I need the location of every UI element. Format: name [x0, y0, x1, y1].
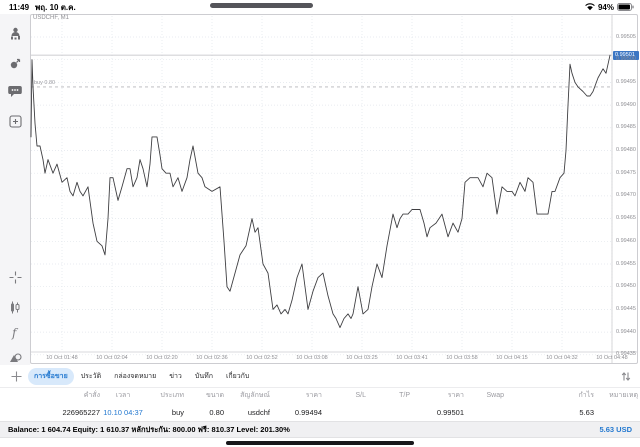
- price-tick-label: 0.99495: [616, 78, 636, 85]
- chart-toolbar: f M1: [0, 14, 30, 381]
- price-tick-label: 0.99435: [616, 351, 636, 358]
- column-header: T/P: [399, 392, 410, 399]
- chart-symbol-label: USDCHF, M1: [33, 15, 70, 21]
- column-header: ราคา: [305, 392, 322, 399]
- tab-item[interactable]: การซื้อขาย: [28, 367, 74, 385]
- price-tick-label: 0.99465: [616, 215, 636, 222]
- time-tick-label: 10 Oct 04:32: [546, 354, 578, 361]
- tab-item[interactable]: กล่องจดหมาย: [114, 372, 157, 380]
- time-tick-label: 10 Oct 03:25: [346, 354, 378, 361]
- wifi-icon: [585, 0, 595, 16]
- price-tick-label: 0.99480: [616, 147, 636, 153]
- position-cell: 0.99494: [294, 407, 322, 417]
- position-cell: 0.80: [209, 407, 224, 417]
- time-tick-label: 10 Oct 02:52: [246, 354, 278, 361]
- column-header: Swap: [486, 392, 504, 399]
- add-tab-button[interactable]: [8, 368, 24, 384]
- balance-line: Balance: 1 604.74 Equity: 1 610.37 หลักป…: [8, 424, 290, 434]
- crosshair-icon[interactable]: [0, 266, 30, 288]
- current-price-badge: 0.99501: [613, 51, 639, 60]
- column-header: หมายเหตุ: [609, 392, 638, 399]
- trade-icon[interactable]: [0, 52, 30, 74]
- column-header: ขนาด: [205, 392, 224, 399]
- position-cell: 226965227: [62, 407, 100, 417]
- battery-icon: [617, 0, 634, 16]
- time-tick-label: 10 Oct 03:08: [296, 354, 328, 361]
- chart-type-icon[interactable]: [0, 296, 30, 318]
- price-tick-label: 0.99485: [616, 124, 636, 131]
- chat-icon[interactable]: [0, 80, 30, 102]
- home-indicator: [226, 441, 414, 445]
- objects-icon[interactable]: [0, 346, 30, 368]
- account-summary: Balance: 1 604.74 Equity: 1 610.37 หลักป…: [0, 421, 640, 438]
- price-tick-label: 0.99505: [616, 33, 636, 40]
- position-cell: 0.99501: [436, 407, 464, 417]
- price-chart[interactable]: [30, 14, 638, 364]
- time-tick-label: 10 Oct 04:48: [596, 354, 628, 361]
- column-header: ประเภท: [160, 392, 184, 399]
- time-tick-label: 10 Oct 01:48: [46, 354, 78, 361]
- price-tick-label: 0.99470: [616, 192, 636, 199]
- tab-item[interactable]: ประวัติ: [80, 372, 102, 380]
- column-header: เวลา: [115, 392, 131, 399]
- column-header: สัญลักษณ์: [240, 392, 270, 399]
- price-tick-label: 0.99450: [616, 283, 636, 290]
- floating-profit: 5.63 USD: [599, 425, 632, 434]
- bottom-tab-bar: การซื้อขาย ประวัติ กล่องจดหมาย ข่าว บันทึก เก…: [0, 366, 640, 386]
- battery-percent: 94%: [597, 2, 614, 12]
- status-date: พฤ. 10 ต.ค.: [35, 2, 76, 12]
- time-tick-label: 10 Oct 02:36: [196, 354, 228, 361]
- tab-item[interactable]: เกี่ยวกับ: [225, 372, 250, 380]
- time-tick-label: 10 Oct 02:04: [96, 354, 128, 361]
- price-tick-label: 0.99500: [616, 56, 636, 63]
- indicators-icon[interactable]: f: [0, 322, 30, 344]
- sort-icon[interactable]: [618, 368, 634, 384]
- buy-position-label: buy 0.80: [34, 80, 56, 86]
- positions-table-header: คำสั่ง เวลา ประเภท ขนาด สัญลักษณ์ ราคา S/L T/P ร…: [0, 387, 640, 403]
- time-tick-label: 10 Oct 03:58: [446, 354, 478, 361]
- tab-item[interactable]: บันทึก: [194, 372, 213, 380]
- position-row[interactable]: 226965227 10.10 04:37 buy 0.80 usdchf 0.99494…: [0, 403, 640, 421]
- column-header: S/L: [355, 392, 366, 399]
- new-order-icon[interactable]: [0, 110, 30, 132]
- clock: 11:49: [9, 2, 30, 12]
- time-tick-label: 10 Oct 02:20: [146, 354, 178, 361]
- status-pill: [210, 3, 313, 8]
- column-header: กำไร: [578, 392, 594, 399]
- time-tick-label: 10 Oct 03:41: [396, 354, 428, 361]
- tab-item[interactable]: ข่าว: [169, 372, 182, 380]
- position-cell: 10.10 04:37: [103, 407, 143, 417]
- column-header: คำสั่ง: [83, 392, 100, 399]
- price-tick-label: 0.99445: [616, 305, 636, 312]
- price-tick-label: 0.99460: [616, 237, 636, 244]
- time-tick-label: 10 Oct 04:15: [496, 354, 528, 361]
- position-cell: buy: [171, 407, 184, 417]
- svg-text:f: f: [11, 326, 19, 340]
- position-cell: usdchf: [247, 407, 270, 417]
- accounts-icon[interactable]: [0, 22, 30, 44]
- position-cell: 5.63: [579, 407, 594, 417]
- column-header: ราคา: [447, 392, 464, 399]
- price-tick-label: 0.99475: [616, 169, 636, 176]
- status-bar: 11:49 พฤ. 10 ต.ค. 94%: [0, 0, 640, 14]
- price-tick-label: 0.99490: [616, 101, 636, 108]
- price-tick-label: 0.99440: [616, 328, 636, 335]
- price-tick-label: 0.99455: [616, 260, 636, 267]
- tab-list: การซื้อขาย ประวัติ กล่องจดหมาย ข่าว บันทึก เก…: [28, 367, 256, 385]
